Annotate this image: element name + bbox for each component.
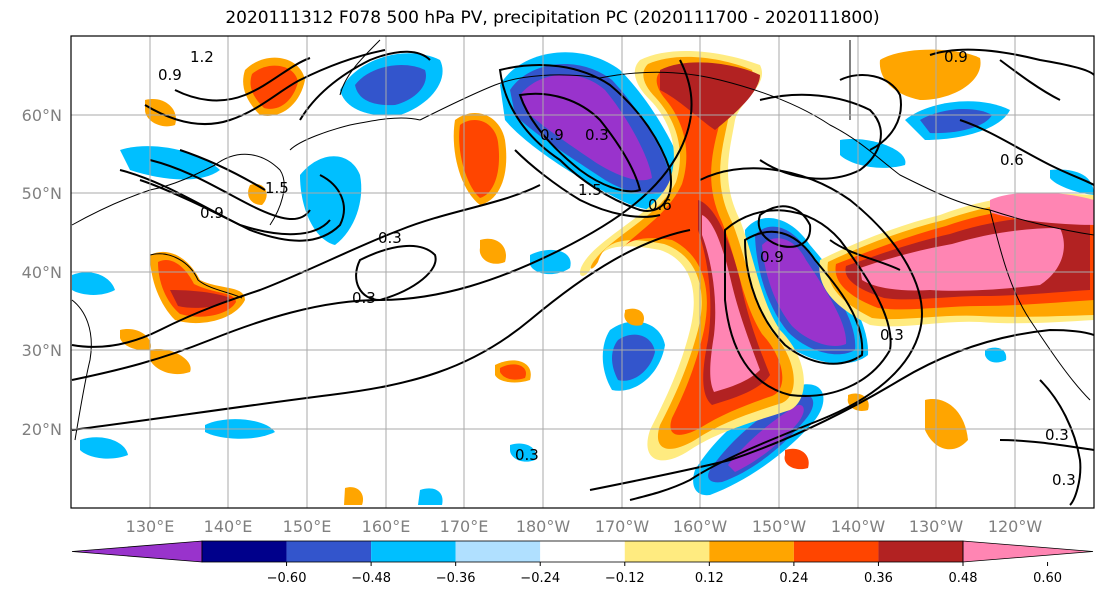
lat-label: 60°N bbox=[22, 106, 62, 125]
contour-labels: 1.2 0.9 1.5 0.9 0.3 0.3 0.9 0.3 0.6 1.5 … bbox=[158, 48, 1076, 489]
lon-label: 140°E bbox=[204, 517, 253, 536]
colorbar-tick-label: −0.60 bbox=[267, 571, 307, 586]
colorbar-tick-label: −0.36 bbox=[436, 571, 476, 586]
contour-label: 0.3 bbox=[515, 446, 539, 464]
lon-label: 150°E bbox=[283, 517, 332, 536]
contour-label: 0.6 bbox=[1000, 151, 1024, 169]
contour-label: 0.9 bbox=[944, 48, 968, 66]
colorbar-tick-label: −0.48 bbox=[351, 571, 391, 586]
colorbar-box bbox=[624, 541, 710, 562]
lat-labels: 60°N 50°N 40°N 30°N 20°N bbox=[22, 106, 62, 439]
colorbar-box bbox=[709, 541, 794, 562]
map-frame bbox=[70, 35, 1095, 509]
pv-contours bbox=[71, 48, 1094, 506]
map-title: 2020111312 F078 500 hPa PV, precipitatio… bbox=[225, 8, 880, 28]
contour-label: 1.5 bbox=[578, 181, 602, 199]
lon-label: 130°W bbox=[909, 517, 964, 536]
gridlines bbox=[71, 36, 1094, 508]
colorbar-tick-label: 0.12 bbox=[695, 571, 724, 586]
contour-label: 0.3 bbox=[1052, 471, 1076, 489]
colorbar-extend-high bbox=[962, 540, 1094, 563]
contour-label: 0.3 bbox=[585, 126, 609, 144]
contour-label: 0.3 bbox=[352, 289, 376, 307]
lon-label: 160°E bbox=[362, 517, 411, 536]
colorbar-box bbox=[371, 541, 456, 562]
colorbar-tick-label: −0.12 bbox=[605, 571, 645, 586]
lon-label: 170°W bbox=[595, 517, 650, 536]
lon-label: 130°E bbox=[126, 517, 175, 536]
lon-label: 140°W bbox=[831, 517, 886, 536]
contour-label: 0.9 bbox=[158, 66, 182, 84]
contour-label: 0.6 bbox=[648, 196, 672, 214]
lon-label: 180°W bbox=[516, 517, 571, 536]
contour-label: 0.9 bbox=[760, 248, 784, 266]
colorbar-tick-label: 0.36 bbox=[864, 571, 893, 586]
colorbar bbox=[71, 540, 1094, 563]
precip-shading bbox=[72, 49, 1094, 505]
colorbar-frame bbox=[201, 540, 964, 563]
lat-label: 20°N bbox=[22, 420, 62, 439]
colorbar-tick-label: 0.60 bbox=[1033, 571, 1062, 586]
lon-label: 160°W bbox=[673, 517, 728, 536]
colorbar-extend-low bbox=[71, 540, 203, 563]
lat-label: 40°N bbox=[22, 263, 62, 282]
lon-label: 120°W bbox=[988, 517, 1043, 536]
colorbar-box bbox=[878, 541, 963, 562]
contour-label: 0.9 bbox=[540, 126, 564, 144]
colorbar-box bbox=[540, 541, 625, 562]
contour-label: 0.3 bbox=[880, 326, 904, 344]
contour-label: 0.9 bbox=[200, 204, 224, 222]
contour-label: 0.3 bbox=[378, 229, 402, 247]
lon-label: 170°E bbox=[440, 517, 489, 536]
contour-label: 0.3 bbox=[1045, 426, 1069, 444]
map-content: 1.2 0.9 1.5 0.9 0.3 0.3 0.9 0.3 0.6 1.5 … bbox=[71, 36, 1094, 508]
coastlines bbox=[71, 39, 1094, 441]
colorbar-ticks: −0.60 −0.48 −0.36 −0.24 −0.12 0.12 0.24 0.36 0.4… bbox=[267, 562, 1062, 586]
contour-label: 1.5 bbox=[265, 179, 289, 197]
colorbar-box bbox=[455, 541, 541, 562]
colorbar-tick-label: 0.24 bbox=[779, 571, 808, 586]
lon-label: 150°W bbox=[752, 517, 807, 536]
colorbar-tick-label: 0.48 bbox=[949, 571, 978, 586]
lon-labels: 130°E 140°E 150°E 160°E 170°E 180°W 170°… bbox=[126, 517, 1043, 536]
lat-label: 30°N bbox=[22, 341, 62, 360]
colorbar-tick-label: −0.24 bbox=[520, 571, 560, 586]
colorbar-box bbox=[286, 541, 372, 562]
colorbar-box bbox=[202, 541, 287, 562]
colorbar-box bbox=[793, 541, 879, 562]
contour-label: 1.2 bbox=[190, 48, 214, 66]
lat-label: 50°N bbox=[22, 184, 62, 203]
